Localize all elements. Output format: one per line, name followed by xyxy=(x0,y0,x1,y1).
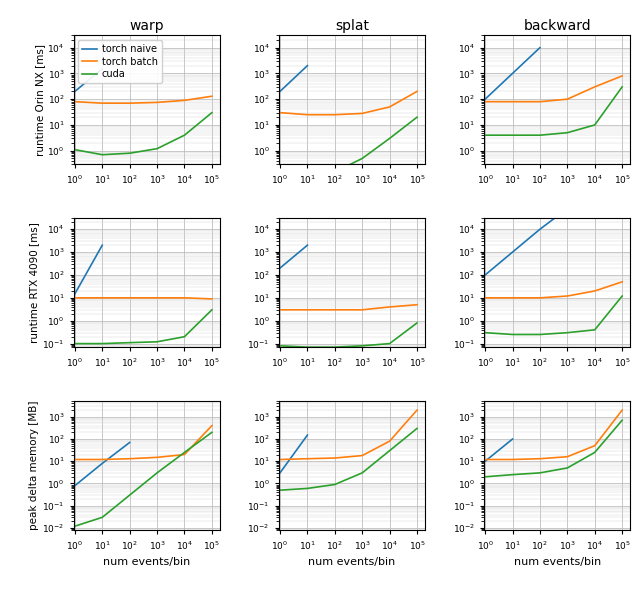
cuda xyxy=(153,145,161,152)
Title: splat: splat xyxy=(335,19,369,33)
Y-axis label: peak delta memory [MB]: peak delta memory [MB] xyxy=(29,401,40,531)
Y-axis label: runtime RTX 4090 [ms]: runtime RTX 4090 [ms] xyxy=(29,222,40,343)
torch batch xyxy=(180,97,188,104)
torch batch xyxy=(208,92,216,100)
torch naive xyxy=(99,65,106,72)
Line: cuda: cuda xyxy=(75,112,212,155)
X-axis label: num events/bin: num events/bin xyxy=(513,557,601,567)
torch naive xyxy=(71,88,79,95)
cuda xyxy=(71,146,79,153)
torch batch xyxy=(153,99,161,106)
cuda xyxy=(126,150,134,157)
cuda xyxy=(180,132,188,139)
X-axis label: num events/bin: num events/bin xyxy=(308,557,396,567)
torch batch xyxy=(71,98,79,105)
Title: warp: warp xyxy=(129,19,164,33)
cuda xyxy=(99,151,106,158)
Line: torch batch: torch batch xyxy=(75,96,212,103)
Line: torch naive: torch naive xyxy=(75,69,102,91)
X-axis label: num events/bin: num events/bin xyxy=(103,557,191,567)
torch batch xyxy=(99,100,106,107)
Legend: torch naive, torch batch, cuda: torch naive, torch batch, cuda xyxy=(79,40,162,83)
cuda xyxy=(208,109,216,116)
torch batch xyxy=(126,100,134,107)
Y-axis label: runtime Orin NX [ms]: runtime Orin NX [ms] xyxy=(35,44,45,155)
Title: backward: backward xyxy=(524,19,591,33)
